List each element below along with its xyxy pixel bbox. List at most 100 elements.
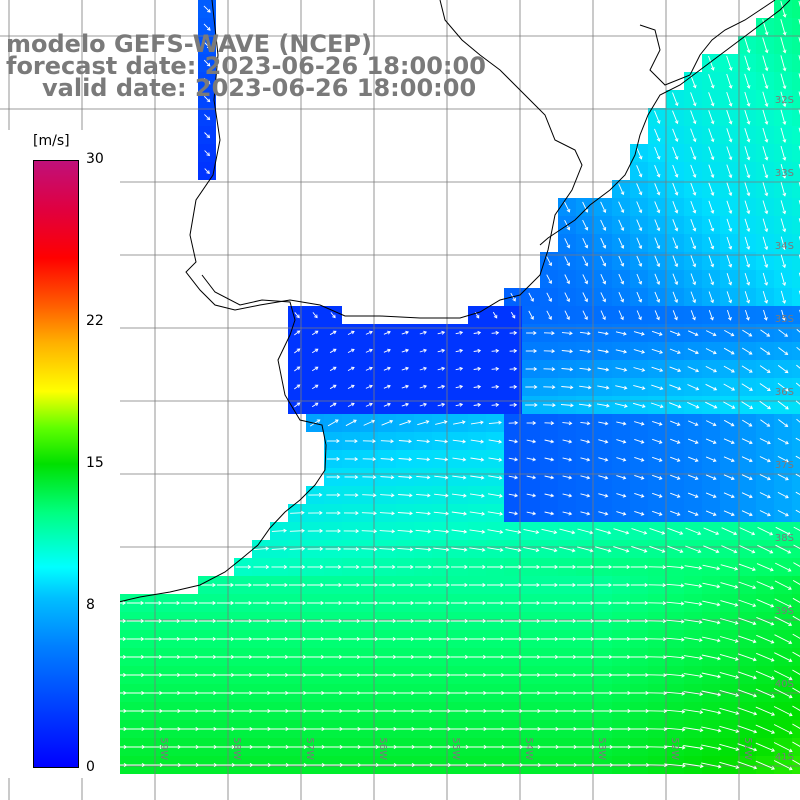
- wind-vector: [492, 311, 498, 319]
- wind-vector: [670, 510, 680, 516]
- wind-vector: [633, 367, 645, 371]
- wind-vector-head: [676, 458, 681, 462]
- wind-vector: [665, 745, 685, 749]
- wind-vector-head: [423, 402, 427, 407]
- wind-vector-head: [663, 691, 668, 696]
- wind-vector-head: [408, 493, 413, 498]
- wind-vector-head: [764, 138, 769, 143]
- wind-vector-head: [391, 511, 395, 516]
- wind-vector: [600, 292, 606, 302]
- wind-vector-head: [640, 475, 645, 480]
- wind-vector-head: [710, 192, 715, 196]
- coastline-uruguay-brazil: [185, 0, 583, 319]
- wind-vector-head: [680, 601, 685, 606]
- wind-vector-head: [445, 511, 450, 516]
- wind-vector: [726, 128, 732, 142]
- wind-vector-head: [695, 404, 700, 409]
- wind-vector-head: [788, 622, 793, 626]
- wind-vector-head: [475, 314, 480, 319]
- wind-vector: [597, 385, 609, 389]
- wind-vector-head: [638, 173, 643, 178]
- wind-vector-head: [753, 693, 757, 698]
- wind-vector: [755, 742, 775, 752]
- wind-vector: [618, 255, 624, 267]
- wind-vector-head: [392, 619, 397, 623]
- wind-vector-head: [481, 547, 486, 552]
- wind-vector-head: [374, 601, 379, 605]
- wind-vector-head: [748, 351, 753, 355]
- wind-vector: [437, 331, 445, 335]
- wind-vector: [775, 544, 791, 554]
- wind-vector-head: [712, 332, 717, 337]
- wind-vector-head: [767, 387, 771, 391]
- wind-vector: [546, 292, 552, 302]
- wind-vector-head: [602, 244, 607, 249]
- wind-vector-head: [674, 281, 679, 286]
- wind-vector-head: [444, 457, 449, 462]
- wind-vector: [544, 457, 554, 461]
- wind-vector-head: [584, 316, 588, 321]
- wind-vector-head: [176, 619, 181, 623]
- wind-vector: [649, 545, 665, 553]
- wind-vector-head: [230, 655, 235, 659]
- wind-vector-head: [477, 330, 482, 335]
- wind-vector-head: [769, 549, 774, 554]
- wind-vector-head: [302, 655, 307, 659]
- wind-vector: [763, 309, 767, 321]
- wind-vector-head: [392, 583, 396, 587]
- wind-vector-head: [482, 619, 487, 623]
- wind-vector-head: [572, 655, 577, 659]
- wind-vector: [546, 310, 552, 320]
- wind-vector-head: [464, 637, 469, 641]
- wind-vector-head: [659, 404, 664, 409]
- wind-vector: [510, 311, 516, 319]
- wind-vector: [780, 55, 786, 71]
- wind-vector: [690, 200, 696, 214]
- wind-vector-head: [626, 637, 631, 641]
- wind-vector-head: [641, 367, 646, 372]
- wind-vector: [687, 366, 699, 372]
- wind-vector-head: [445, 529, 450, 534]
- wind-vector: [473, 332, 481, 334]
- wind-vector-head: [694, 476, 699, 480]
- wind-vector: [773, 688, 793, 698]
- wind-vector: [597, 331, 609, 335]
- wind-vector: [737, 725, 757, 733]
- wind-vector-head: [405, 366, 410, 371]
- wind-vector-head: [296, 314, 300, 319]
- wind-vector-head: [584, 298, 588, 303]
- wind-vector: [294, 366, 300, 372]
- wind-vector-head: [674, 173, 679, 178]
- wind-vector: [311, 348, 319, 354]
- wind-vector-head: [676, 512, 681, 516]
- wind-vector-head: [354, 439, 358, 444]
- wind-vector: [616, 493, 626, 497]
- wind-vector-head: [787, 568, 792, 572]
- wind-vector-head: [427, 511, 431, 516]
- wind-vector-head: [746, 85, 751, 89]
- wind-vector-head: [568, 439, 573, 444]
- wind-vector: [759, 510, 771, 516]
- wind-vector-head: [408, 475, 413, 480]
- wind-vector: [726, 110, 732, 124]
- wind-vector-head: [248, 637, 253, 641]
- wind-speed-cell: [792, 756, 800, 774]
- wind-vector-head: [177, 673, 181, 677]
- wind-vector-head: [692, 281, 697, 286]
- wind-vector: [470, 457, 484, 461]
- wind-vector: [397, 547, 413, 551]
- wind-vector-head: [555, 673, 559, 677]
- wind-vector-head: [369, 348, 373, 353]
- wind-vector-head: [441, 348, 446, 353]
- wind-vector: [780, 145, 786, 161]
- wind-vector: [564, 238, 570, 248]
- wind-vector-head: [480, 439, 485, 444]
- wind-vector: [737, 707, 757, 715]
- wind-vector-head: [659, 368, 664, 372]
- wind-vector-head: [444, 439, 449, 444]
- wind-vector-head: [587, 331, 591, 336]
- wind-vector-head: [717, 728, 722, 733]
- wind-vector: [600, 255, 606, 267]
- wind-vector-head: [285, 673, 289, 677]
